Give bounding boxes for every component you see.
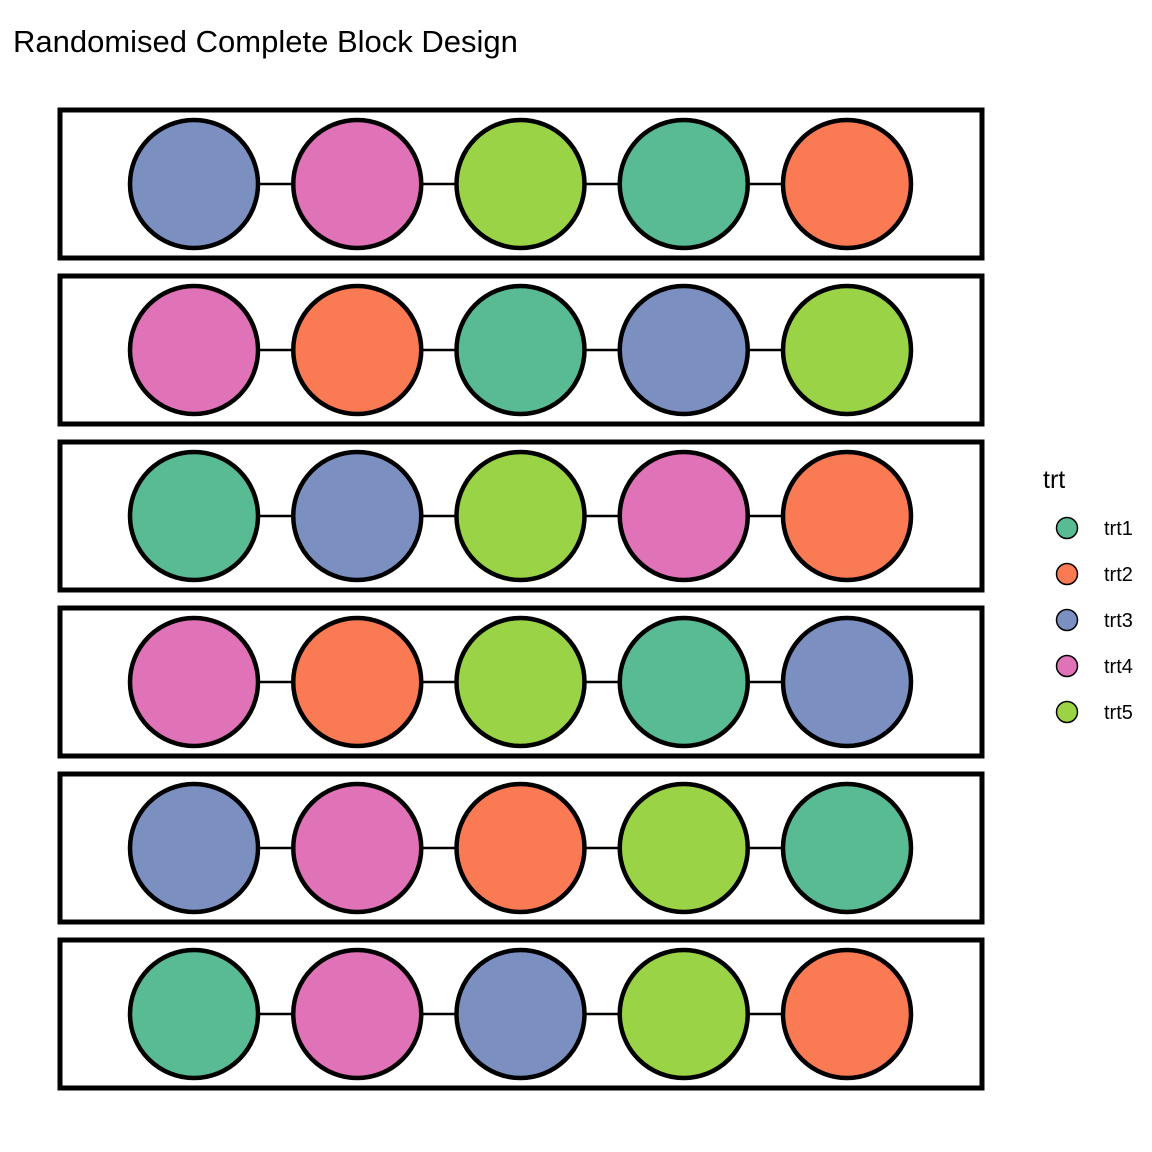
block-frame (57, 771, 985, 925)
plot-trt5 (454, 117, 587, 251)
legend-item-trt4: trt4 (1055, 654, 1133, 678)
plot-trt3 (127, 117, 261, 251)
plot-title: Randomised Complete Block Design (13, 24, 518, 59)
plot-trt3 (780, 615, 914, 749)
block-2 (57, 273, 985, 427)
legend-label: trt4 (1104, 656, 1133, 678)
plot-trt2 (291, 615, 424, 749)
legend: trt trt1 trt2 trt3 trt4 trt5 (1043, 466, 1133, 724)
plot-trt2 (780, 947, 914, 1081)
legend-label: trt3 (1104, 610, 1133, 632)
block-4 (57, 605, 985, 759)
plot-trt2 (291, 283, 424, 417)
plot-trt4 (617, 449, 750, 583)
legend-swatch (1055, 516, 1079, 540)
plot-trt5 (780, 283, 914, 417)
block-1 (57, 107, 985, 261)
plot-trt4 (291, 947, 424, 1081)
legend-label: trt1 (1104, 518, 1133, 540)
plot-trt1 (780, 781, 914, 915)
plot-trt1 (127, 947, 261, 1081)
legend-items: trt1 trt2 trt3 trt4 trt5 (1055, 516, 1133, 724)
legend-item-trt2: trt2 (1055, 562, 1133, 586)
block-6 (57, 937, 985, 1091)
block-frame (57, 439, 985, 593)
plot-trt5 (454, 449, 587, 583)
legend-swatch (1055, 654, 1079, 678)
blocks-layer (57, 107, 985, 1091)
plot-trt3 (127, 781, 261, 915)
plot-trt4 (127, 283, 261, 417)
block-frame (57, 605, 985, 759)
plot-trt1 (617, 117, 750, 251)
plot-trt4 (127, 615, 261, 749)
legend-label: trt5 (1104, 702, 1133, 724)
legend-swatch (1055, 700, 1079, 724)
plot-trt3 (617, 283, 750, 417)
legend-label: trt2 (1104, 564, 1133, 586)
plot-trt5 (617, 947, 750, 1081)
legend-title: trt (1043, 466, 1065, 494)
legend-swatch (1055, 562, 1079, 586)
plot-trt4 (291, 117, 424, 251)
plot-trt3 (291, 449, 424, 583)
legend-item-trt5: trt5 (1055, 700, 1133, 724)
block-frame (57, 937, 985, 1091)
block-frame (57, 107, 985, 261)
plot-trt5 (617, 781, 750, 915)
legend-item-trt3: trt3 (1055, 608, 1133, 632)
legend-item-trt1: trt1 (1055, 516, 1133, 540)
plot-trt4 (291, 781, 424, 915)
plot-trt3 (454, 947, 587, 1081)
plot-trt2 (780, 117, 914, 251)
block-frame (57, 273, 985, 427)
plot-trt1 (617, 615, 750, 749)
plot-trt1 (127, 449, 261, 583)
plot-trt1 (454, 283, 587, 417)
block-5 (57, 771, 985, 925)
plot-trt2 (780, 449, 914, 583)
legend-swatch (1055, 608, 1079, 632)
block-3 (57, 439, 985, 593)
plot-trt5 (454, 615, 587, 749)
plot-trt2 (454, 781, 587, 915)
